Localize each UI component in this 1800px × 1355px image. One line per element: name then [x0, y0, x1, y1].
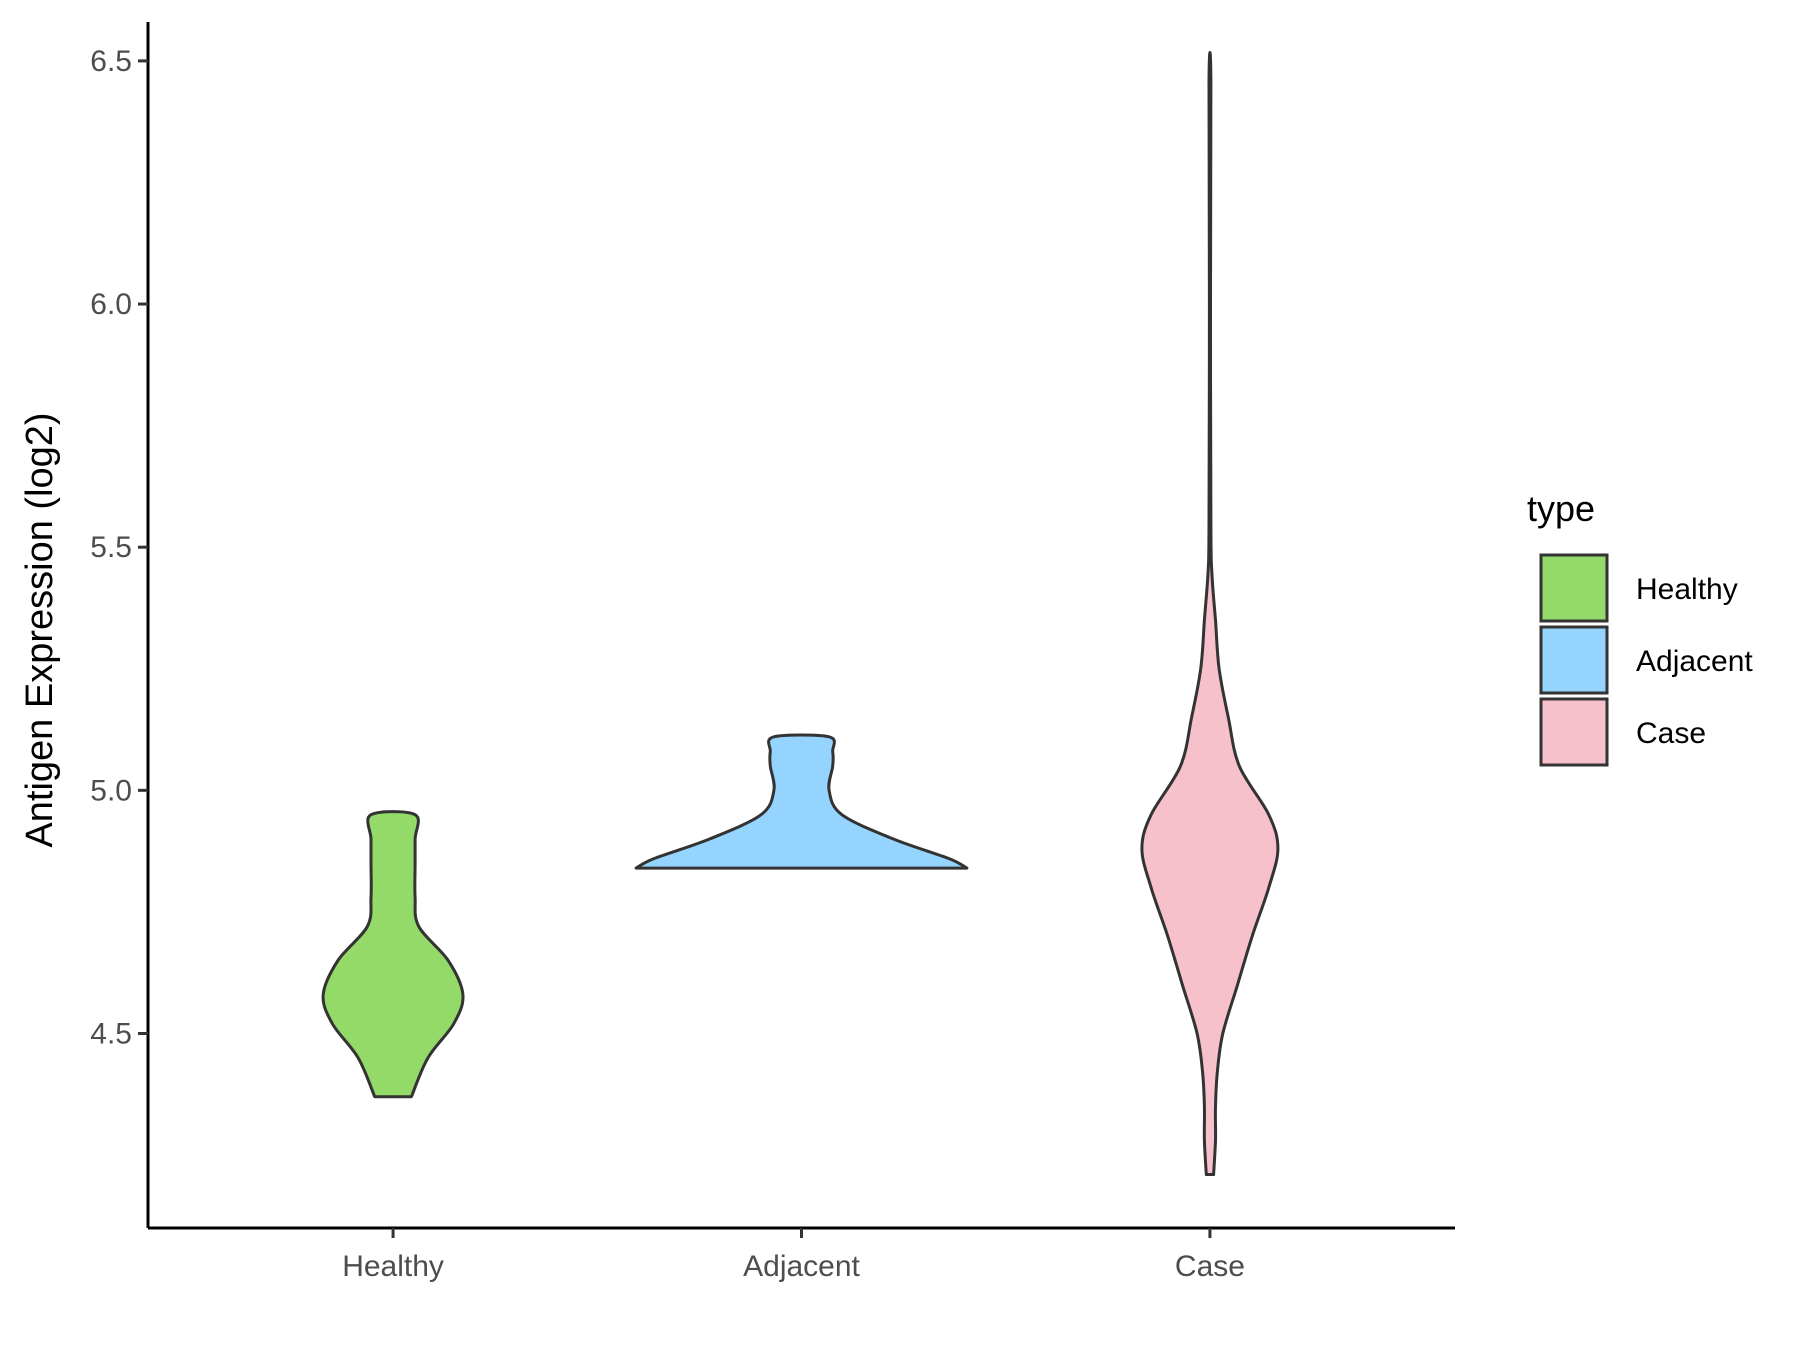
- violin-adjacent: [634, 733, 969, 870]
- x-tick-label: Healthy: [342, 1250, 444, 1283]
- axes: 4.5 5.0 5.5 6.0 6.5 Healthy Adjacent Case: [90, 22, 1455, 1283]
- legend-title: type: [1527, 488, 1595, 529]
- legend-label-adjacent: Adjacent: [1636, 645, 1753, 678]
- legend-swatch-case: [1539, 697, 1609, 767]
- violin-case: [1140, 51, 1280, 1176]
- legend-label-case: Case: [1636, 717, 1706, 750]
- legend-label-healthy: Healthy: [1636, 573, 1738, 606]
- legend-swatch-adjacent: [1539, 625, 1609, 695]
- y-tick-label: 6.5: [90, 45, 132, 78]
- x-tick-label: Adjacent: [743, 1250, 860, 1283]
- y-tick-label: 5.0: [90, 774, 132, 807]
- x-tick-label: Case: [1175, 1250, 1245, 1283]
- y-axis-title: Antigen Expression (log2): [19, 412, 61, 847]
- legend-swatch-healthy: [1539, 553, 1609, 623]
- violin-layer: [321, 51, 1280, 1176]
- violin-healthy: [321, 810, 465, 1099]
- y-tick-label: 4.5: [90, 1017, 132, 1050]
- y-tick-label: 5.5: [90, 531, 132, 564]
- legend: type Healthy Adjacent Case: [1527, 488, 1753, 767]
- y-tick-label: 6.0: [90, 288, 132, 321]
